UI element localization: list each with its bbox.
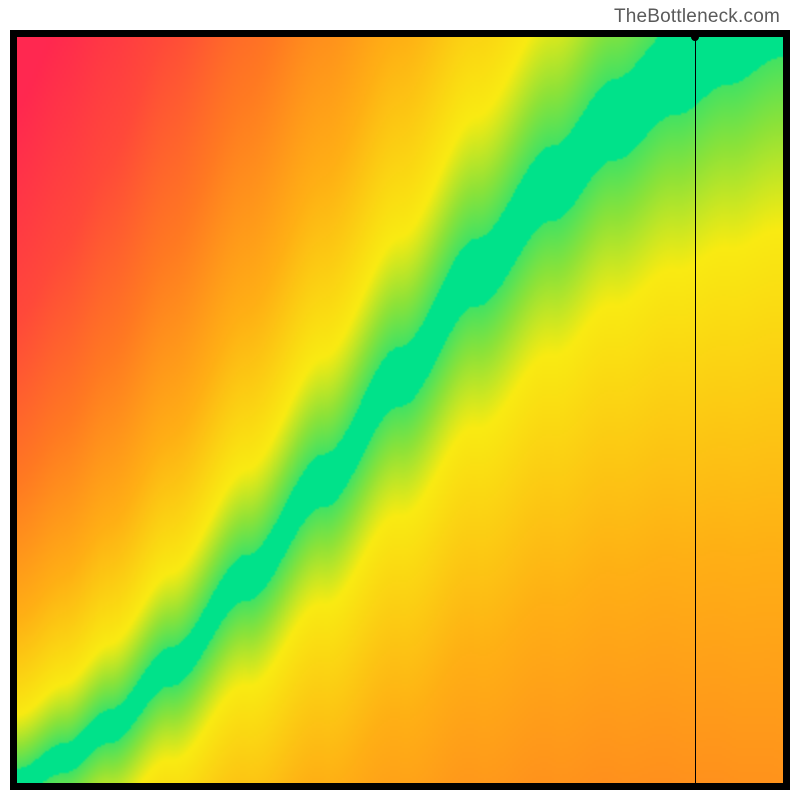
marker-dot <box>691 33 699 41</box>
vertical-reference-line <box>695 37 696 783</box>
chart-frame <box>10 30 790 790</box>
heatmap-plot-area <box>17 37 783 783</box>
heatmap-canvas <box>17 37 783 783</box>
watermark-text: TheBottleneck.com <box>614 6 780 28</box>
